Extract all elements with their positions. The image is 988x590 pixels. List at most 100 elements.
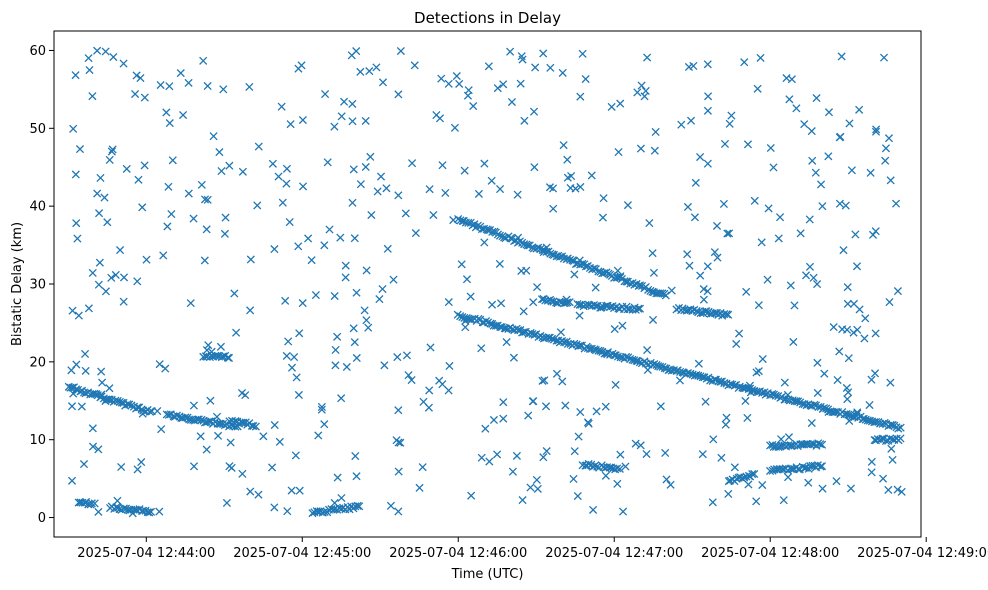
- data-point: [219, 352, 228, 361]
- data-point: [72, 219, 81, 228]
- data-point: [530, 163, 539, 172]
- data-point: [829, 323, 838, 332]
- data-point: [349, 324, 358, 333]
- data-point: [337, 394, 346, 403]
- data-point: [758, 480, 767, 490]
- data-point: [116, 246, 125, 255]
- data-point: [282, 164, 292, 173]
- data-point: [426, 343, 435, 352]
- data-point: [601, 402, 610, 411]
- data-point: [804, 478, 813, 487]
- data-point: [184, 78, 193, 87]
- data-point: [295, 329, 304, 338]
- data-point: [508, 467, 517, 476]
- data-point: [394, 467, 403, 476]
- data-point: [709, 435, 718, 444]
- data-point: [703, 159, 712, 168]
- data-point: [489, 415, 498, 425]
- data-point: [145, 407, 155, 416]
- data-point: [689, 61, 698, 71]
- data-point: [872, 417, 881, 426]
- data-point: [438, 380, 447, 389]
- data-point: [743, 413, 752, 423]
- data-point: [516, 79, 525, 88]
- data-point: [547, 334, 557, 343]
- data-point: [839, 246, 848, 255]
- data-point: [538, 376, 547, 385]
- data-point: [888, 455, 897, 464]
- data-point: [528, 397, 537, 406]
- data-point: [295, 486, 304, 495]
- data-point: [245, 82, 254, 91]
- data-point: [410, 61, 419, 70]
- data-point: [794, 397, 803, 406]
- data-point: [518, 496, 527, 505]
- data-point: [656, 362, 665, 371]
- data-point: [298, 115, 307, 125]
- data-point: [270, 420, 279, 430]
- data-point: [349, 165, 358, 174]
- data-point: [404, 371, 413, 380]
- data-point: [643, 365, 652, 375]
- data-marks: [64, 46, 906, 518]
- data-point: [884, 134, 894, 143]
- data-point: [635, 281, 645, 290]
- data-point: [789, 337, 798, 347]
- data-point: [375, 295, 384, 304]
- data-point: [546, 63, 555, 72]
- data-point: [610, 325, 619, 334]
- data-point: [333, 332, 342, 341]
- data-point: [355, 502, 364, 511]
- data-point: [524, 411, 533, 420]
- data-point: [865, 416, 874, 425]
- data-point: [231, 417, 240, 426]
- data-point: [771, 391, 780, 400]
- data-point: [845, 416, 854, 426]
- data-point: [386, 501, 395, 510]
- data-point: [337, 112, 346, 121]
- data-point: [132, 71, 141, 80]
- data-point: [867, 375, 876, 384]
- data-point: [67, 402, 77, 411]
- data-point: [820, 369, 829, 378]
- data-point: [85, 65, 94, 75]
- data-point: [455, 79, 464, 88]
- data-point: [362, 266, 371, 275]
- data-point: [539, 453, 548, 462]
- data-point: [752, 368, 761, 377]
- data-point: [855, 305, 864, 314]
- data-point: [879, 53, 889, 62]
- data-point: [843, 395, 852, 404]
- data-point: [467, 491, 476, 500]
- data-point: [642, 449, 651, 459]
- data-point: [860, 334, 869, 343]
- data-point: [710, 248, 719, 257]
- data-point: [675, 376, 685, 385]
- data-point: [226, 438, 235, 447]
- data-point: [774, 234, 783, 243]
- data-point: [871, 227, 880, 236]
- data-point: [133, 403, 142, 412]
- data-point: [457, 260, 466, 269]
- data-point: [425, 185, 434, 194]
- data-point: [886, 176, 895, 185]
- data-point: [127, 401, 136, 410]
- data-point: [563, 254, 572, 263]
- data-point: [583, 418, 593, 427]
- data-point: [74, 311, 83, 320]
- data-point: [561, 401, 570, 410]
- data-point: [155, 507, 164, 516]
- data-point: [576, 407, 585, 417]
- data-point: [805, 262, 815, 271]
- data-point: [298, 182, 308, 191]
- data-point: [703, 287, 712, 296]
- data-point: [685, 261, 694, 270]
- data-point: [615, 464, 624, 473]
- data-point: [101, 47, 110, 56]
- data-point: [849, 328, 858, 337]
- data-point: [801, 463, 811, 472]
- x-tick-label: 2025-07-04 12:44:00: [77, 546, 215, 561]
- data-point: [203, 195, 212, 204]
- data-point: [613, 479, 622, 488]
